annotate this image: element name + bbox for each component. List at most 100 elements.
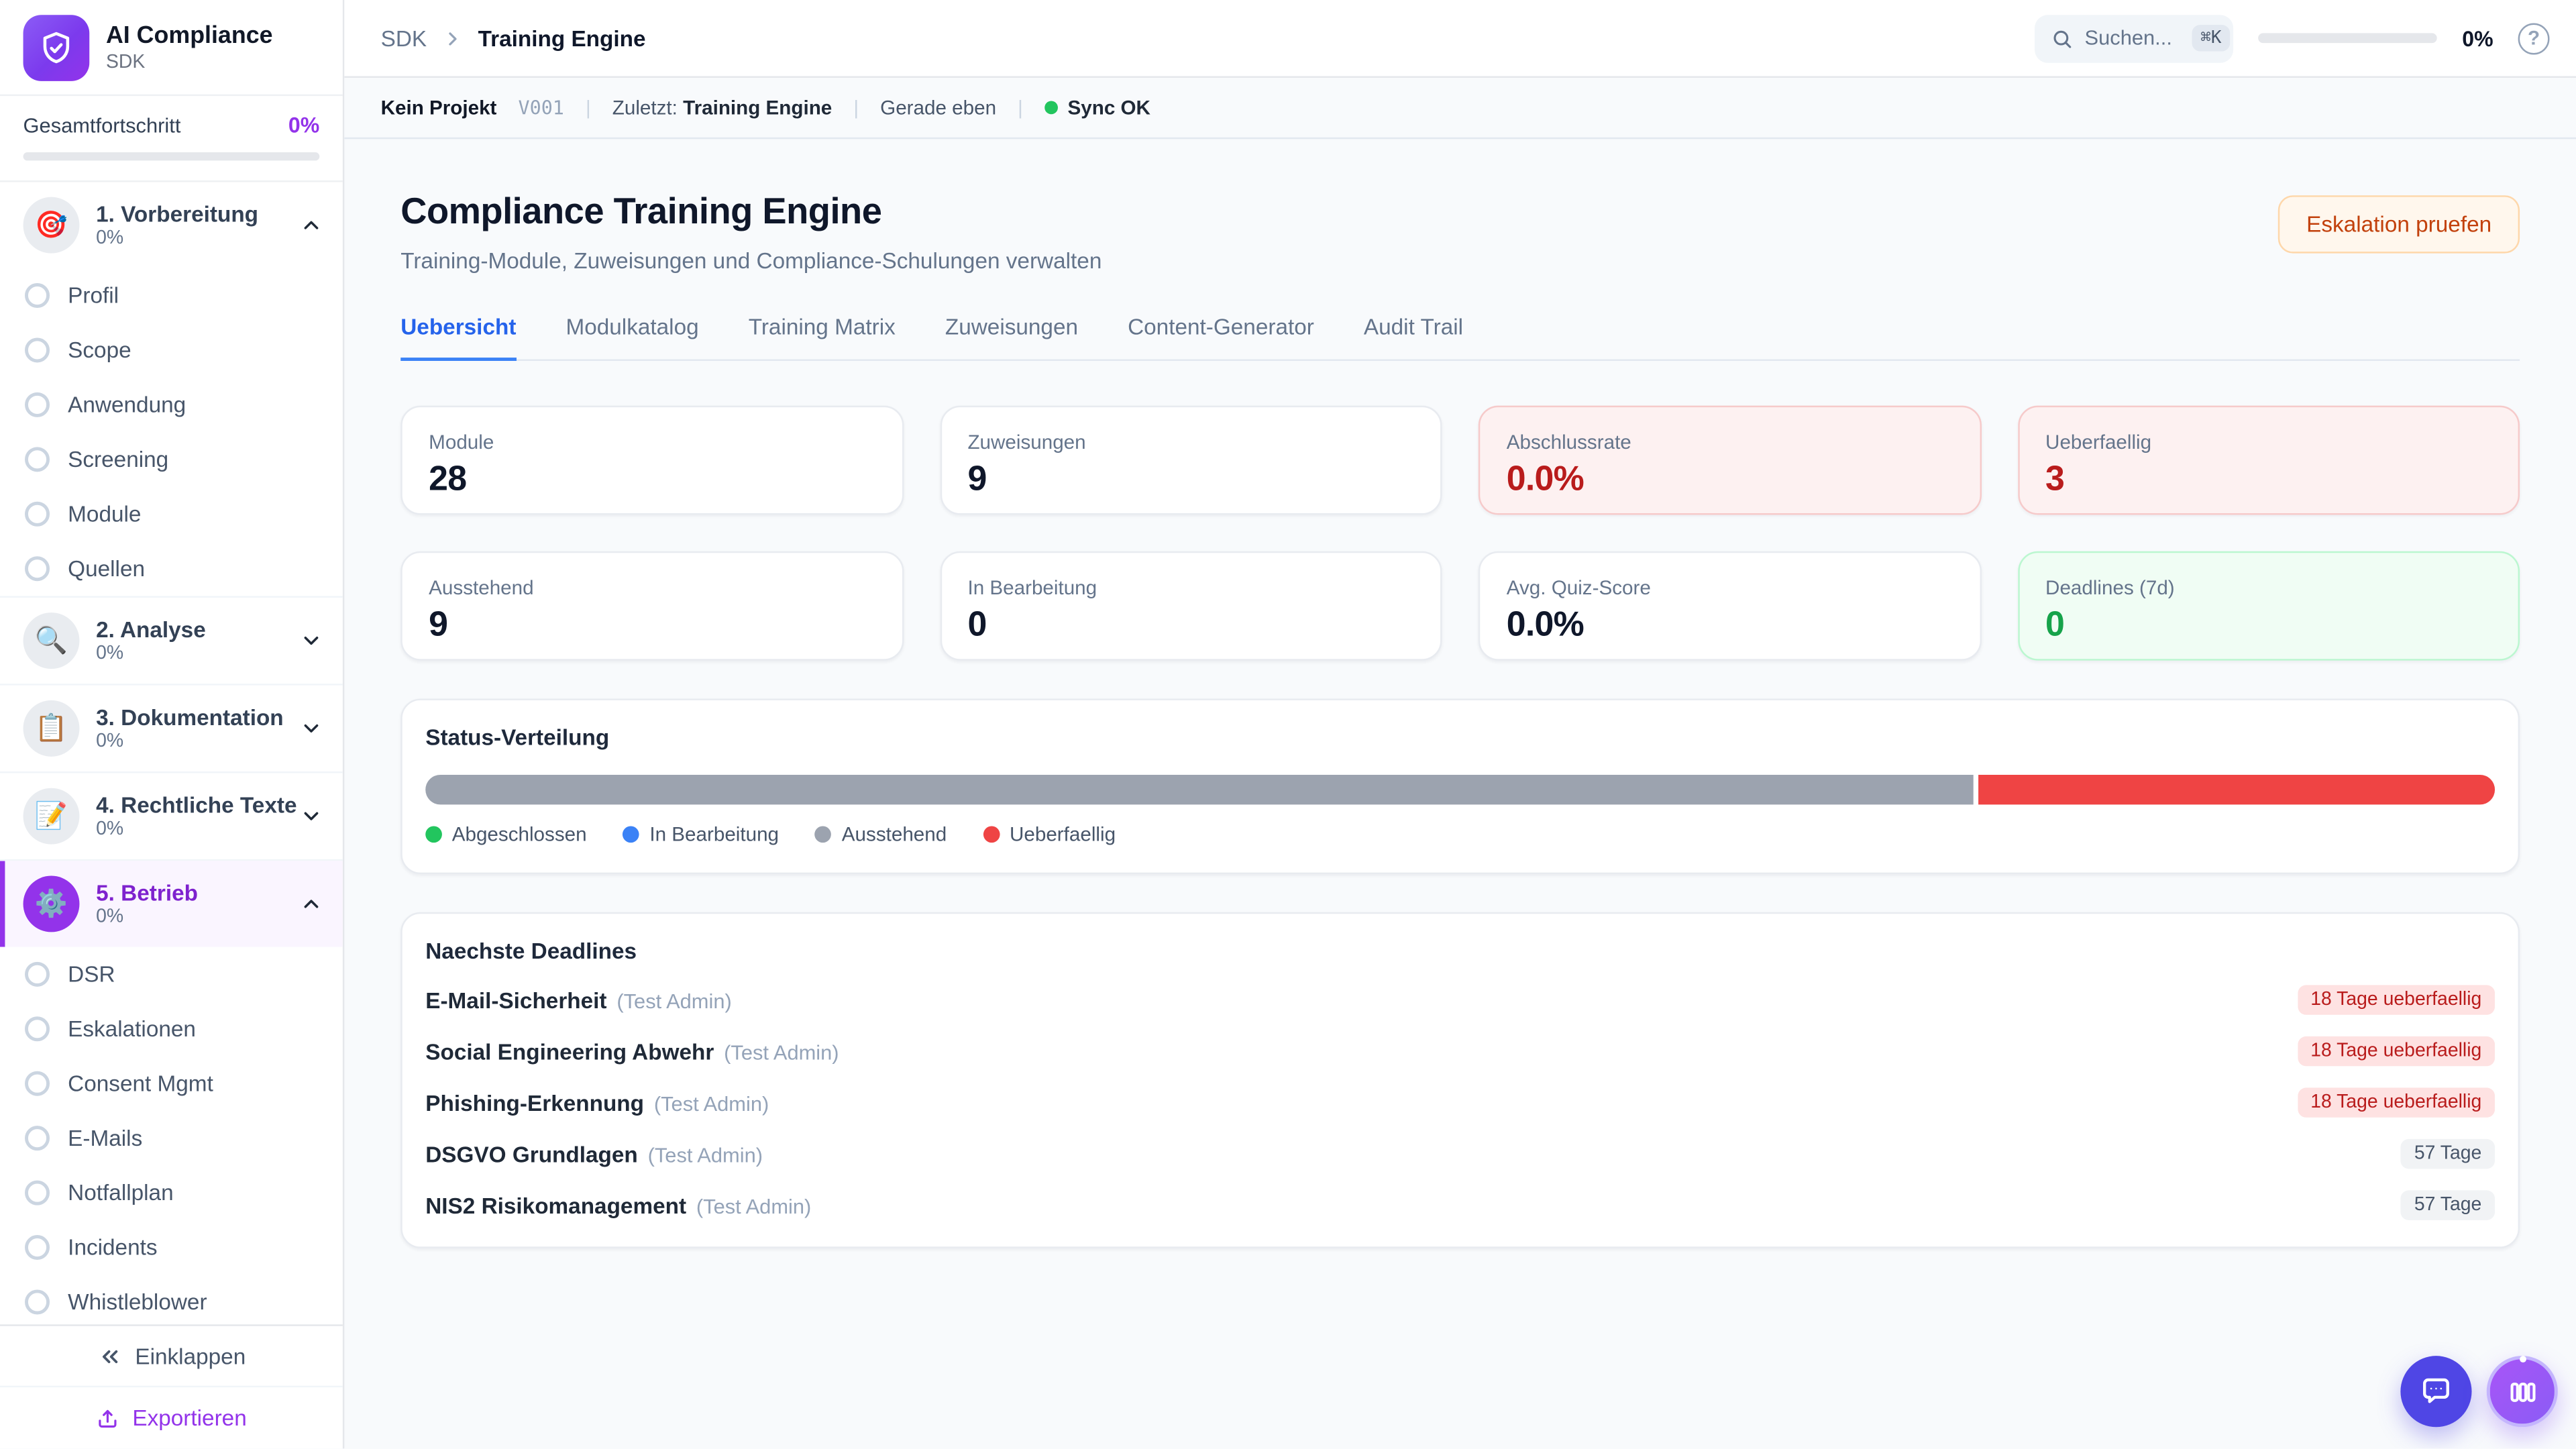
stat-card-ausstehend: Ausstehend 9 — [400, 551, 904, 661]
stat-value: 28 — [429, 460, 467, 498]
tab-training-matrix[interactable]: Training Matrix — [748, 314, 896, 339]
deadline-module: NIS2 Risikomanagement (Test Admin) — [425, 1193, 811, 1218]
sidebar-section-1[interactable]: 🎯 1. Vorbereitung 0% — [0, 182, 343, 268]
help-icon[interactable]: ? — [2518, 22, 2550, 54]
deadlines-panel: Naechste Deadlines E-Mail-Sicherheit (Tes… — [400, 912, 2520, 1248]
section-percent: 0% — [96, 819, 124, 840]
collapse-sidebar-button[interactable]: Einklappen — [0, 1326, 343, 1386]
deadline-list: E-Mail-Sicherheit (Test Admin) 18 Tage ueb… — [425, 985, 2496, 1220]
sidebar-item-quellen[interactable]: Quellen — [0, 541, 343, 596]
sidebar-section-5[interactable]: ⚙️ 5. Betrieb 0% — [0, 861, 343, 947]
chat-button[interactable] — [2400, 1356, 2472, 1428]
stat-label: In Bearbeitung — [967, 576, 1097, 600]
status-bar: Kein Projekt V001 | Zuletzt: Training En… — [344, 77, 2576, 140]
status-distribution-panel: Status-Verteilung Abgeschlossen In Bearbe… — [400, 698, 2520, 875]
sidebar-item-label: E-Mails — [68, 1126, 143, 1151]
legend-dot-icon — [983, 826, 1000, 843]
sidebar-item-module[interactable]: Module — [0, 487, 343, 541]
deadline-assignee: (Test Admin) — [653, 1091, 769, 1116]
stat-value: 0.0% — [1506, 460, 1585, 498]
collapse-label: Einklappen — [135, 1343, 246, 1368]
section-divider — [0, 771, 343, 773]
columns-icon — [2506, 1375, 2538, 1408]
chevron-down-icon — [300, 804, 323, 828]
sidebar-item-label: Incidents — [68, 1235, 158, 1260]
sidebar-item-label: Profil — [68, 283, 119, 309]
legend-dot-icon — [623, 826, 640, 843]
sidebar-item-incidents[interactable]: Incidents — [0, 1220, 343, 1275]
radio-circle-icon — [25, 1126, 50, 1151]
upload-icon — [96, 1406, 119, 1430]
check-escalation-button[interactable]: Eskalation pruefen — [2278, 195, 2520, 254]
chevron-right-icon — [441, 28, 463, 49]
stat-card-deadlines-7d-: Deadlines (7d) 0 — [2017, 551, 2520, 661]
legend-item-ueberfaellig: Ueberfaellig — [983, 822, 1116, 847]
sidebar-section-4[interactable]: 📝 4. Rechtliche Texte 0% — [0, 773, 343, 859]
radio-circle-icon — [25, 961, 50, 987]
overdue-badge: 18 Tage ueberfaellig — [2297, 1087, 2496, 1118]
section-percent: 0% — [96, 644, 124, 664]
tab-content-generator[interactable]: Content-Generator — [1128, 314, 1314, 339]
section-emoji-icon: 📋 — [23, 700, 80, 757]
sidebar-section-3[interactable]: 📋 3. Dokumentation 0% — [0, 686, 343, 771]
legend-label: In Bearbeitung — [649, 822, 780, 847]
radio-circle-icon — [25, 1289, 50, 1315]
sidebar-item-whistleblower[interactable]: Whistleblower — [0, 1275, 343, 1324]
stat-value: 9 — [429, 606, 448, 645]
legend-item-abgeschlossen: Abgeschlossen — [425, 823, 587, 846]
legend-label: Ueberfaellig — [1010, 822, 1116, 847]
stat-label: Deadlines (7d) — [2045, 576, 2175, 600]
tab-uebersicht[interactable]: Uebersicht — [400, 315, 517, 361]
sidebar-item-e-mails[interactable]: E-Mails — [0, 1111, 343, 1165]
page-title: Compliance Training Engine — [400, 190, 882, 232]
radio-circle-icon — [25, 337, 50, 363]
search-input[interactable] — [2084, 26, 2181, 50]
sidebar-item-anwendung[interactable]: Anwendung — [0, 378, 343, 432]
search-input-container[interactable]: ⌘K — [2035, 13, 2234, 62]
section-meta: 1. Vorbereitung 0% — [96, 202, 283, 248]
deadline-row: E-Mail-Sicherheit (Test Admin) 18 Tage ueb… — [425, 985, 2496, 1015]
last-sync-time: Gerade eben — [880, 96, 997, 119]
overdue-badge: 18 Tage ueberfaellig — [2297, 985, 2496, 1015]
sidebar-item-scope[interactable]: Scope — [0, 323, 343, 377]
stat-card-avg-quiz-score: Avg. Quiz-Score 0.0% — [1478, 551, 1981, 661]
section-divider — [0, 684, 343, 686]
breadcrumb: SDK Training Engine — [381, 25, 646, 50]
section-emoji-icon: 📝 — [23, 788, 80, 845]
sidebar-item-profil[interactable]: Profil — [0, 268, 343, 323]
sidebar: AI Compliance SDK Gesamtfortschritt 0% 🎯… — [0, 0, 345, 1449]
breadcrumb-root[interactable]: SDK — [380, 25, 427, 51]
tab-audit-trail[interactable]: Audit Trail — [1363, 314, 1464, 339]
tab-zuweisungen[interactable]: Zuweisungen — [945, 314, 1079, 339]
deadlines-title: Naechste Deadlines — [425, 938, 637, 964]
section-emoji-icon: 🎯 — [23, 197, 80, 254]
sidebar-item-eskalationen[interactable]: Eskalationen — [0, 1002, 343, 1056]
export-button[interactable]: Exportieren — [0, 1385, 343, 1449]
section-title: 3. Dokumentation — [96, 705, 284, 731]
stat-label: Ueberfaellig — [2045, 430, 2152, 454]
sidebar-item-dsr[interactable]: DSR — [0, 947, 343, 1002]
sync-ok-dot-icon — [1044, 101, 1058, 115]
radio-circle-icon — [25, 283, 50, 309]
section-divider — [0, 859, 343, 861]
deadline-assignee: (Test Admin) — [647, 1143, 763, 1167]
apps-panel-button[interactable] — [2486, 1356, 2558, 1428]
deadline-module-name: DSGVO Grundlagen — [425, 1141, 638, 1167]
shield-check-icon — [23, 13, 90, 80]
tab-modulkatalog[interactable]: Modulkatalog — [566, 314, 699, 339]
sidebar-section-2[interactable]: 🔍 2. Analyse 0% — [0, 598, 343, 684]
section-emoji-icon: 🔍 — [23, 612, 80, 669]
section-divider — [0, 596, 343, 598]
section-emoji-icon: ⚙️ — [23, 875, 80, 932]
sidebar-item-label: Notfallplan — [68, 1180, 174, 1205]
stat-label: Module — [429, 430, 494, 454]
radio-circle-icon — [25, 447, 50, 472]
status-distribution-legend: Abgeschlossen In Bearbeitung Ausstehend Ueb… — [425, 822, 2495, 847]
sidebar-item-notfallplan[interactable]: Notfallplan — [0, 1165, 343, 1220]
sidebar-item-screening[interactable]: Screening — [0, 432, 343, 486]
status-distribution-bar — [425, 774, 2496, 805]
sidebar-item-label: Quellen — [68, 556, 146, 582]
stat-card-ueberfaellig: Ueberfaellig 3 — [2017, 405, 2520, 515]
sidebar-item-label: Screening — [68, 447, 169, 472]
sidebar-item-consent-mgmt[interactable]: Consent Mgmt — [0, 1057, 343, 1111]
